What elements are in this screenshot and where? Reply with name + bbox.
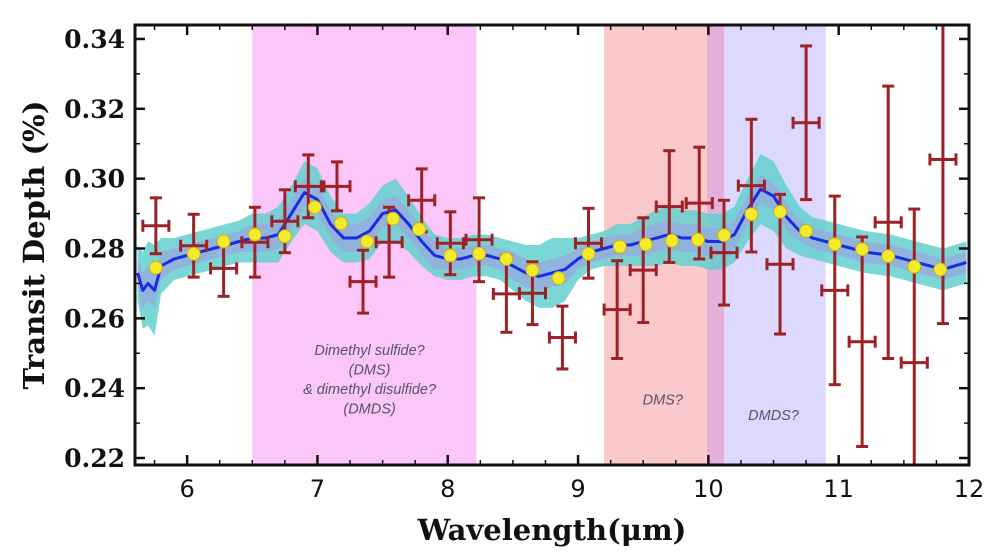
x-tick-label: 12 [954, 475, 985, 503]
y-axis-label: Transit Depth (%) [17, 101, 51, 390]
band-label-line: (DMS) [349, 363, 391, 379]
data-point [141, 196, 171, 256]
binned-point [907, 259, 922, 274]
data-point [736, 117, 766, 254]
x-axis-label: Wavelength(μm) [417, 513, 687, 547]
data-point [573, 206, 604, 280]
data-point [179, 212, 209, 279]
x-tick-label: 11 [823, 475, 854, 503]
binned-point [744, 207, 759, 222]
binned-point [664, 233, 679, 248]
binned-point [333, 216, 348, 231]
data-point [464, 196, 494, 284]
binned-point [827, 237, 842, 252]
binned-point [148, 260, 163, 275]
binned-point [443, 248, 458, 263]
band-label-line: DMS? [643, 393, 684, 409]
x-tick-label: 7 [310, 475, 325, 503]
band-label-line: & dimethyl disulfide? [303, 382, 437, 398]
binned-point [472, 246, 487, 261]
band-label-line: Dimethyl sulfide? [314, 343, 425, 359]
y-tick-label: 0.22 [64, 444, 125, 473]
y-tick-label: 0.28 [64, 234, 125, 263]
binned-point [186, 246, 201, 261]
band-labels: Dimethyl sulfide? (DMS) & dimethyl disulfi… [303, 343, 800, 424]
binned-point [881, 249, 896, 264]
model-envelopes [137, 154, 967, 336]
data-point [547, 304, 577, 371]
inner-envelope [137, 175, 967, 308]
binned-point [277, 229, 292, 244]
y-tick-label: 0.32 [64, 95, 125, 124]
binned-point [855, 242, 870, 257]
axis-ticks: 0.22 0.24 0.26 0.28 0.30 0.32 0.34 6 7 8 9 10 11 12 [64, 25, 984, 503]
data-point [709, 198, 739, 307]
data-point [847, 235, 877, 448]
data-point [628, 216, 658, 325]
binned-point [307, 200, 322, 215]
data-point [820, 194, 850, 387]
binned-point [499, 251, 514, 266]
binned-point [690, 232, 705, 247]
x-tick-label: 6 [179, 475, 194, 503]
data-point [791, 44, 821, 202]
binned-point [717, 228, 732, 243]
band-label-line: (DMDS) [343, 402, 395, 418]
binned-point [216, 234, 231, 249]
data-point [873, 84, 903, 360]
data-point [435, 210, 465, 277]
x-tick-label: 10 [693, 475, 724, 503]
binned-point [612, 239, 627, 254]
binned-point [359, 234, 374, 249]
binned-point [933, 262, 948, 277]
data-point [322, 160, 352, 213]
binned-point [581, 246, 596, 261]
x-tick-label: 8 [440, 475, 455, 503]
data-point [240, 205, 270, 279]
binned-point [247, 227, 262, 242]
binned-point [412, 222, 427, 237]
data-point [602, 259, 632, 360]
y-tick-label: 0.30 [64, 165, 125, 194]
x-tick-label: 9 [570, 475, 585, 503]
data-point [209, 238, 239, 298]
y-tick-label: 0.34 [64, 25, 125, 54]
binned-point [638, 237, 653, 252]
band-label-line: DMDS? [748, 408, 800, 424]
binned-point [773, 204, 788, 219]
binned-points [148, 200, 948, 286]
binned-point [799, 224, 814, 239]
y-tick-label: 0.26 [64, 304, 125, 333]
data-point [348, 248, 378, 315]
binned-point [386, 211, 401, 226]
plot-frame [133, 23, 971, 467]
y-tick-label: 0.24 [64, 374, 125, 403]
binned-point [551, 271, 566, 286]
binned-point [525, 263, 540, 278]
